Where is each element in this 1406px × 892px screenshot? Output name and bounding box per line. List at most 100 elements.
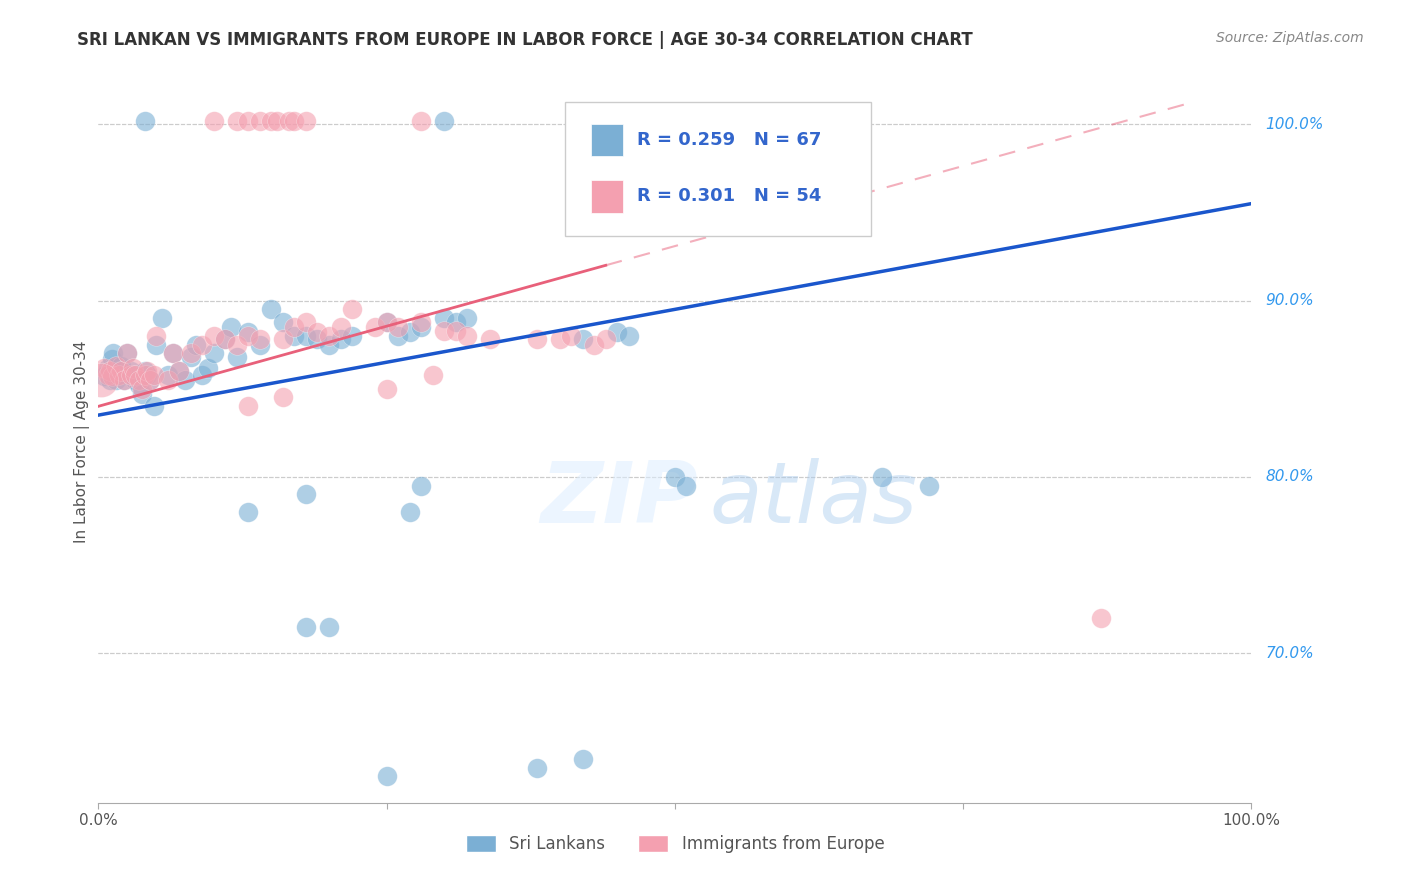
Point bbox=[387, 328, 409, 343]
Point bbox=[283, 320, 305, 334]
Point bbox=[122, 360, 145, 375]
Point bbox=[266, 113, 288, 128]
Point bbox=[411, 113, 433, 128]
Point bbox=[174, 373, 197, 387]
Point bbox=[238, 399, 260, 413]
Point bbox=[139, 373, 162, 387]
Point bbox=[307, 332, 329, 346]
Point bbox=[249, 332, 271, 346]
Point bbox=[156, 368, 179, 382]
Point bbox=[93, 369, 115, 384]
Point bbox=[375, 769, 398, 783]
Point bbox=[142, 399, 165, 413]
Point bbox=[664, 470, 686, 484]
Point bbox=[122, 368, 145, 382]
Point bbox=[117, 346, 139, 360]
Point bbox=[318, 619, 340, 633]
Point bbox=[375, 315, 398, 329]
Point bbox=[444, 324, 467, 338]
Point bbox=[271, 391, 294, 405]
Text: Source: ZipAtlas.com: Source: ZipAtlas.com bbox=[1216, 31, 1364, 45]
Point bbox=[295, 315, 318, 329]
Point bbox=[387, 320, 409, 334]
Point bbox=[433, 113, 456, 128]
Point bbox=[571, 752, 593, 766]
Point bbox=[202, 113, 225, 128]
Point bbox=[186, 337, 208, 351]
Point bbox=[375, 382, 398, 396]
Point bbox=[124, 373, 146, 387]
Point bbox=[617, 328, 640, 343]
Point bbox=[135, 368, 157, 382]
Point bbox=[225, 350, 247, 364]
Point bbox=[180, 350, 202, 364]
Point bbox=[214, 332, 236, 346]
Point bbox=[295, 113, 318, 128]
Point bbox=[180, 346, 202, 360]
Text: ZIP: ZIP bbox=[540, 458, 697, 541]
Point bbox=[103, 346, 125, 360]
Point bbox=[277, 113, 299, 128]
Point bbox=[433, 324, 456, 338]
Point bbox=[167, 364, 190, 378]
Point bbox=[98, 364, 121, 378]
Point bbox=[238, 328, 260, 343]
Text: SRI LANKAN VS IMMIGRANTS FROM EUROPE IN LABOR FORCE | AGE 30-34 CORRELATION CHAR: SRI LANKAN VS IMMIGRANTS FROM EUROPE IN … bbox=[77, 31, 973, 49]
Legend: Sri Lankans, Immigrants from Europe: Sri Lankans, Immigrants from Europe bbox=[458, 828, 891, 860]
Point bbox=[595, 332, 617, 346]
Point bbox=[120, 368, 142, 382]
Point bbox=[191, 337, 214, 351]
Point bbox=[219, 320, 242, 334]
Point bbox=[128, 373, 150, 387]
Text: 70.0%: 70.0% bbox=[1265, 646, 1313, 660]
Point bbox=[479, 332, 502, 346]
Point bbox=[202, 328, 225, 343]
Text: 90.0%: 90.0% bbox=[1265, 293, 1313, 308]
Point bbox=[548, 332, 571, 346]
Point bbox=[214, 332, 236, 346]
Point bbox=[108, 364, 131, 378]
Point bbox=[98, 373, 121, 387]
Point bbox=[1090, 611, 1112, 625]
Point bbox=[108, 368, 131, 382]
Point bbox=[145, 328, 167, 343]
Point bbox=[260, 302, 283, 317]
Point bbox=[318, 328, 340, 343]
Point bbox=[131, 387, 153, 401]
Point bbox=[238, 505, 260, 519]
Point bbox=[917, 478, 939, 492]
Point bbox=[307, 326, 329, 340]
FancyBboxPatch shape bbox=[591, 180, 623, 212]
Point bbox=[526, 332, 548, 346]
Point bbox=[225, 337, 247, 351]
Point bbox=[110, 364, 132, 378]
Point bbox=[93, 360, 115, 375]
Point bbox=[260, 113, 283, 128]
Point bbox=[134, 368, 156, 382]
Point bbox=[112, 373, 135, 387]
Point bbox=[97, 368, 120, 382]
Point bbox=[249, 337, 271, 351]
Point bbox=[105, 368, 128, 382]
Point bbox=[101, 369, 124, 384]
Point bbox=[128, 378, 150, 392]
Point bbox=[134, 364, 156, 378]
Point bbox=[238, 326, 260, 340]
Point bbox=[120, 364, 142, 378]
Point bbox=[456, 328, 478, 343]
Point bbox=[104, 373, 127, 387]
Point bbox=[295, 487, 318, 501]
Point bbox=[110, 359, 132, 373]
Point bbox=[340, 302, 363, 317]
Point bbox=[90, 373, 112, 387]
Point bbox=[560, 328, 582, 343]
Point bbox=[329, 320, 352, 334]
Point bbox=[456, 311, 478, 326]
Point bbox=[135, 364, 157, 378]
Point bbox=[249, 113, 271, 128]
Point bbox=[142, 368, 165, 382]
Point bbox=[197, 360, 219, 375]
Point bbox=[340, 328, 363, 343]
Point bbox=[162, 346, 184, 360]
Point bbox=[139, 373, 162, 387]
